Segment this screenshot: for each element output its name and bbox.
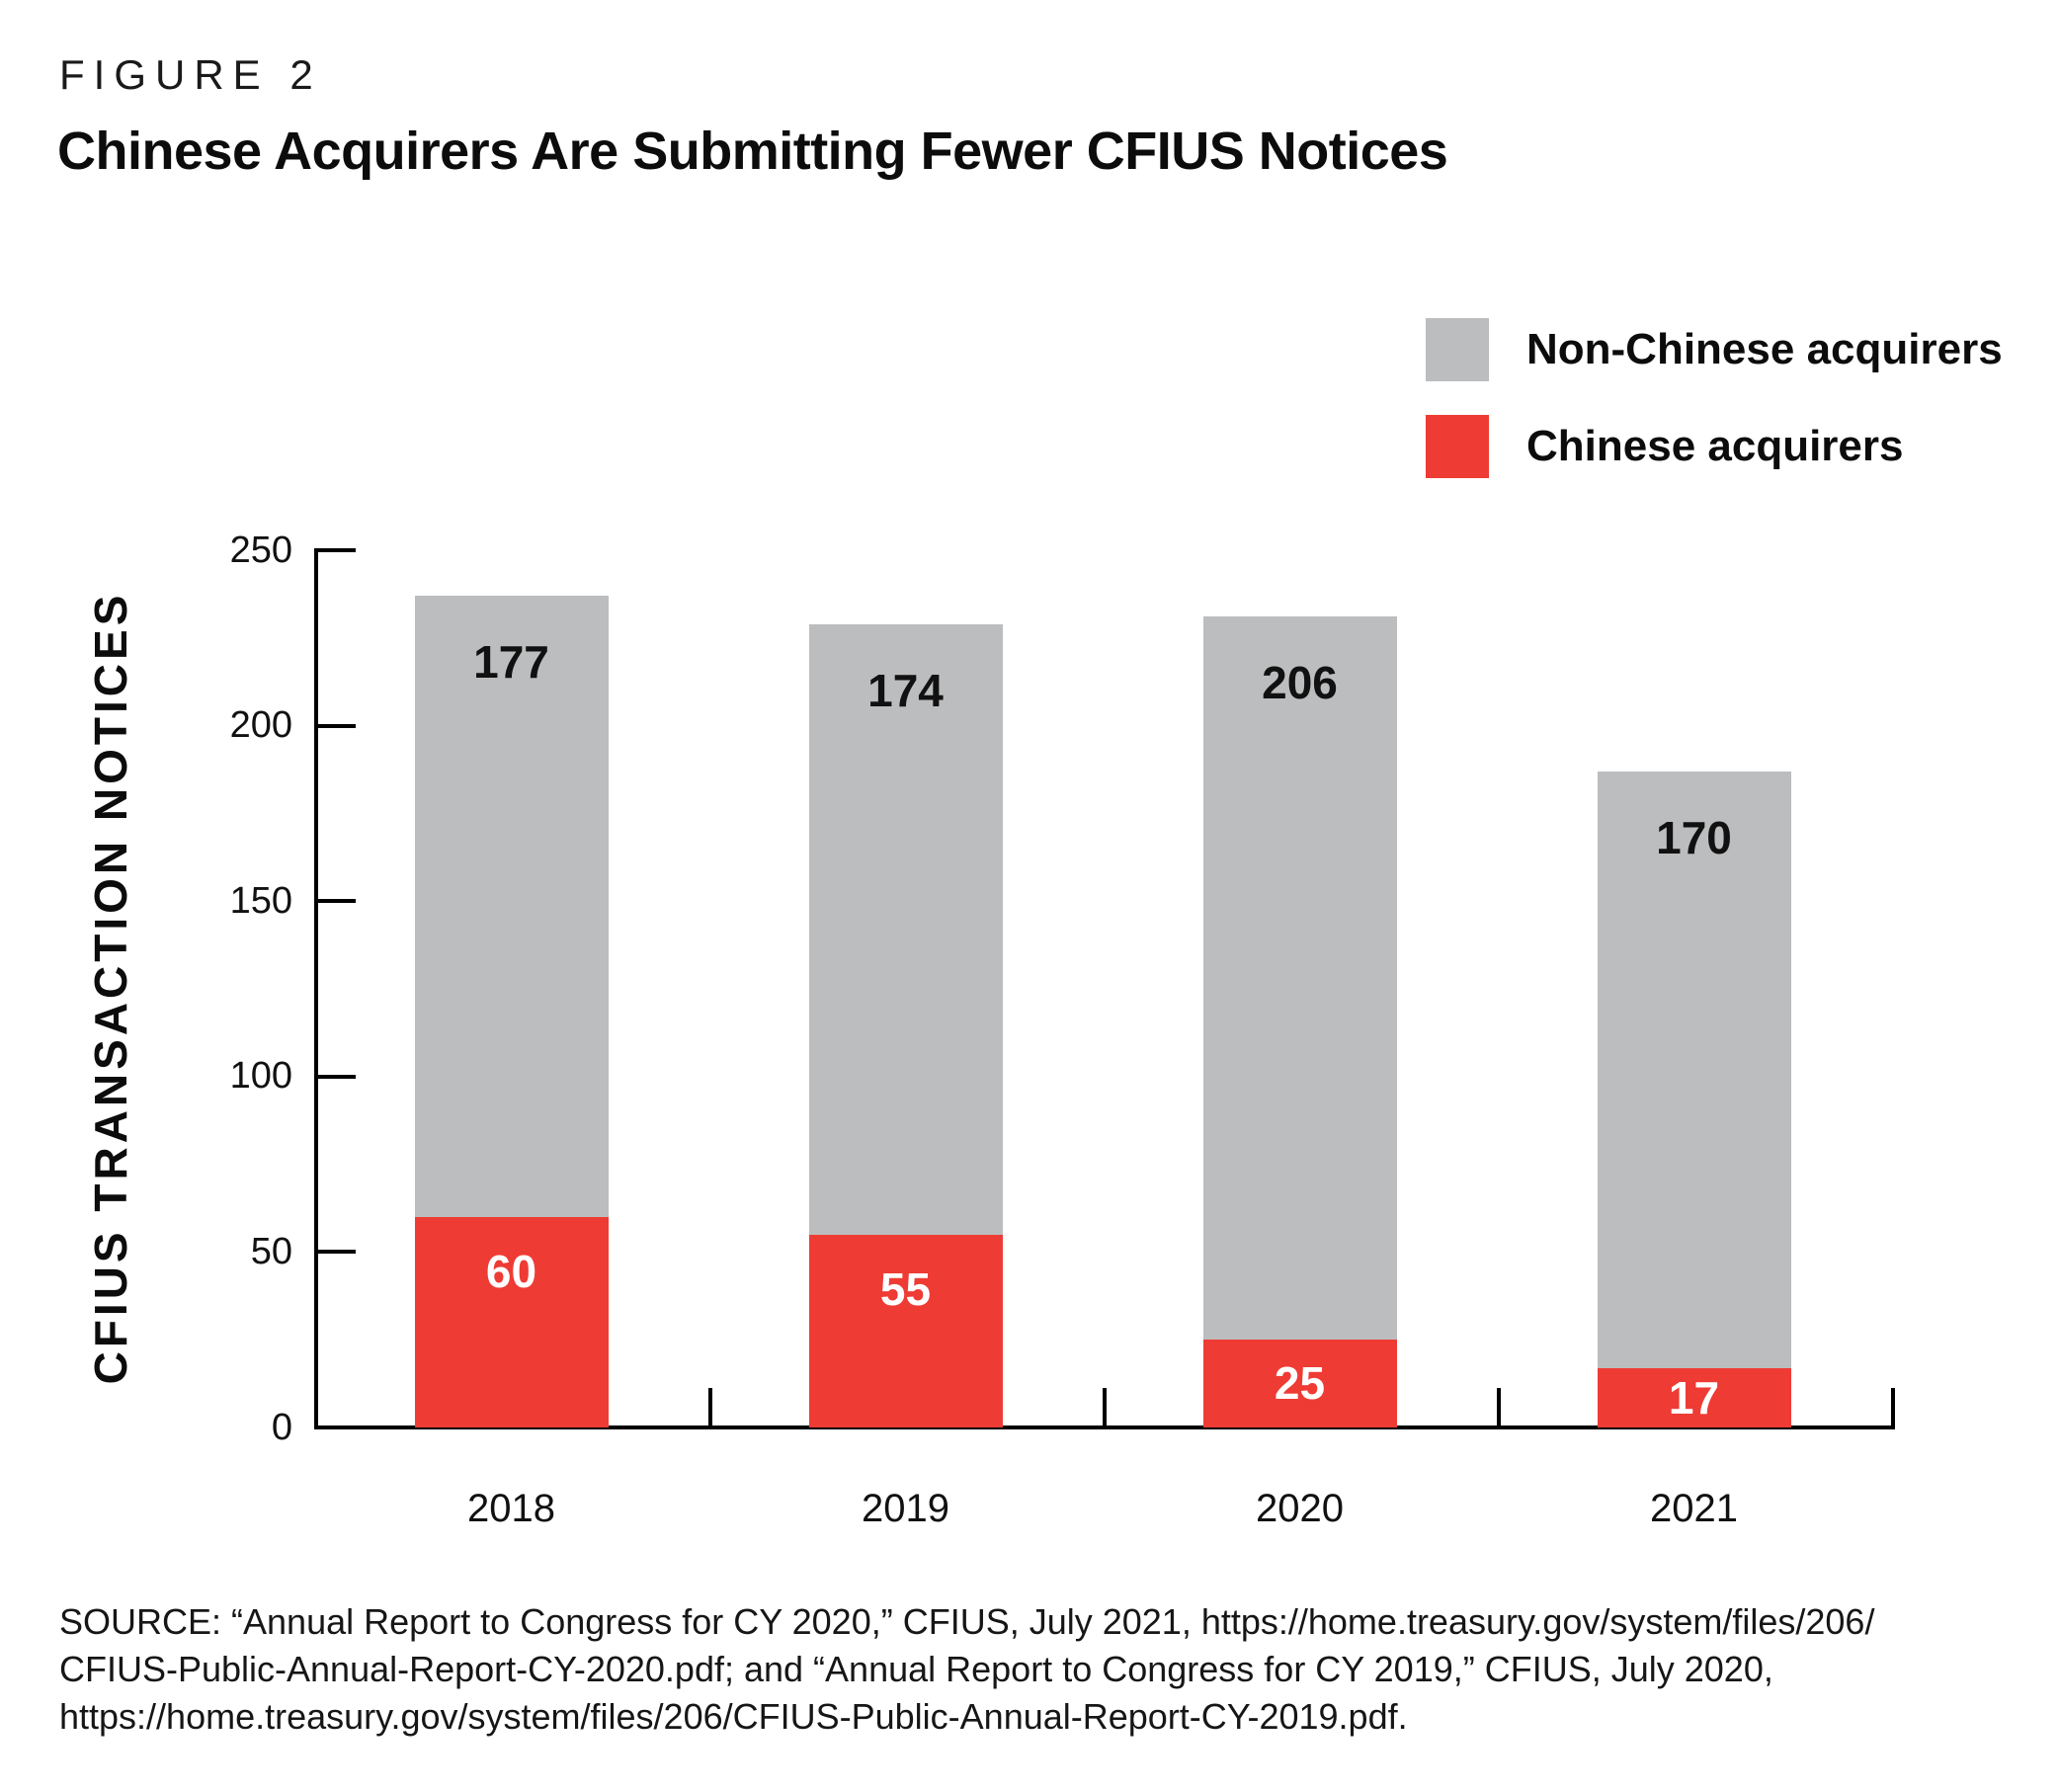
- bar-segment-chinese: 55: [808, 1234, 1003, 1427]
- y-axis-tick: [318, 548, 356, 552]
- y-tick-label: 100: [229, 1055, 292, 1098]
- bar-segment-non-chinese: 174: [808, 623, 1003, 1235]
- y-axis-tick: [318, 723, 356, 728]
- legend-swatch-icon: [1426, 415, 1489, 478]
- bar-value-label-chinese: 55: [879, 1263, 932, 1315]
- bar-segment-non-chinese: 177: [414, 596, 609, 1217]
- y-tick-label: 200: [229, 704, 292, 747]
- chart-legend: Non-Chinese acquirers Chinese acquirers: [1426, 318, 2003, 512]
- bar-value-label-non-chinese: 206: [1262, 657, 1338, 709]
- legend-label: Non-Chinese acquirers: [1526, 325, 2003, 373]
- x-axis-tick: [1497, 1388, 1501, 1425]
- bar-value-label-non-chinese: 170: [1656, 811, 1732, 863]
- x-category-label: 2020: [1256, 1487, 1344, 1530]
- y-tick-label: 250: [229, 529, 292, 571]
- bar-segment-non-chinese: 170: [1597, 771, 1791, 1368]
- legend-item: Chinese acquirers: [1426, 415, 2003, 478]
- source-note: SOURCE: “Annual Report to Congress for C…: [59, 1601, 1875, 1737]
- bar-segment-chinese: 60: [414, 1216, 609, 1427]
- y-tick-label: 0: [271, 1406, 292, 1448]
- bar-value-label-non-chinese: 174: [867, 664, 944, 716]
- bar-value-label-chinese: 17: [1668, 1371, 1720, 1424]
- legend-label: Chinese acquirers: [1526, 422, 1904, 470]
- x-axis-line: [314, 1425, 1895, 1429]
- y-axis-tick: [318, 1250, 356, 1255]
- bar-segment-chinese: 17: [1597, 1367, 1791, 1427]
- bar-segment-non-chinese: 206: [1202, 616, 1397, 1341]
- x-axis-tick: [1103, 1388, 1107, 1425]
- y-tick-label: 150: [229, 879, 292, 922]
- y-axis-line: [314, 548, 318, 1429]
- y-axis-tick: [318, 1074, 356, 1079]
- legend-swatch-icon: [1426, 318, 1489, 381]
- bar-segment-chinese: 25: [1202, 1340, 1397, 1427]
- x-category-label: 2019: [862, 1487, 949, 1530]
- y-axis-tick: [318, 899, 356, 904]
- figure-number: FIGURE 2: [59, 51, 322, 98]
- bar-value-label-chinese: 25: [1274, 1357, 1326, 1410]
- y-tick-label: 50: [250, 1230, 292, 1272]
- x-axis-tick: [1891, 1388, 1895, 1425]
- bar-value-label-chinese: 60: [485, 1245, 537, 1297]
- x-category-label: 2021: [1650, 1487, 1738, 1530]
- x-axis-tick: [708, 1388, 712, 1425]
- x-category-label: 2018: [467, 1487, 555, 1530]
- legend-item: Non-Chinese acquirers: [1426, 318, 2003, 381]
- figure-title: Chinese Acquirers Are Submitting Fewer C…: [57, 122, 1448, 181]
- y-axis-title: CFIUS TRANSACTION NOTICES: [85, 591, 136, 1385]
- bar-value-label-non-chinese: 177: [473, 636, 549, 689]
